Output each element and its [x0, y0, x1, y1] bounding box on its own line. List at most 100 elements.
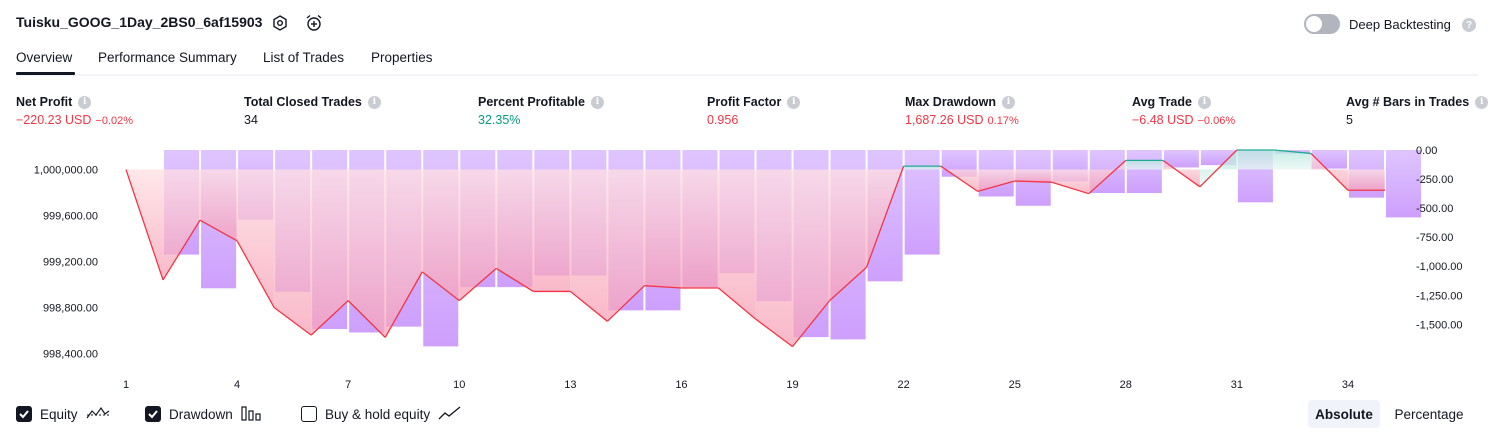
absolute-toggle-button[interactable]: Absolute: [1308, 400, 1380, 428]
info-icon[interactable]: i: [367, 95, 381, 109]
equity-point[interactable]: [1235, 148, 1239, 152]
tab-overview[interactable]: Overview: [16, 50, 73, 65]
metric-avg-trade-label: Avg Trade i: [1132, 95, 1211, 109]
equity-area-segment: [681, 169, 719, 288]
equity-point[interactable]: [938, 164, 942, 168]
equity-point[interactable]: [420, 270, 424, 274]
legend-equity-label: Equity: [40, 406, 78, 422]
strategy-title: Tuisku_GOOG_1Day_2BS0_6af15903: [16, 14, 263, 30]
equity-line-segment: [458, 267, 497, 302]
equity-point[interactable]: [1272, 148, 1276, 152]
equity-area-segment: [1347, 169, 1386, 191]
legend-equity[interactable]: Equity: [16, 404, 110, 424]
equity-line-icon: [86, 406, 110, 423]
equity-point[interactable]: [642, 283, 646, 287]
equity-area-segment: [274, 169, 312, 336]
info-icon[interactable]: i: [1197, 95, 1211, 109]
x-axis-tick-label: 7: [345, 379, 351, 391]
equity-area-segment: [422, 169, 460, 301]
metric-max-drawdown-label: Max Drawdown i: [905, 95, 1015, 109]
tab-list-of-trades[interactable]: List of Trades: [263, 50, 345, 65]
percentage-toggle-button[interactable]: Percentage: [1394, 406, 1464, 422]
equity-point[interactable]: [346, 298, 350, 302]
active-tab-indicator: [16, 72, 75, 75]
metric-avg-bars-label: Avg # Bars in Trades i: [1346, 95, 1489, 109]
equity-point[interactable]: [1013, 179, 1017, 183]
equity-area-segment: [163, 169, 201, 280]
equity-point[interactable]: [1383, 188, 1387, 192]
equity-line-segment: [606, 285, 645, 322]
equity-area-segment: [1125, 160, 1163, 170]
tab-properties[interactable]: Properties: [371, 50, 433, 65]
right-axis-tick-label: -1,500.00: [1416, 319, 1462, 331]
settings-gear-icon[interactable]: [271, 14, 289, 32]
equity-point[interactable]: [309, 333, 313, 337]
equity-area-segment: [829, 169, 867, 301]
equity-checkbox[interactable]: [16, 406, 32, 422]
drawdown-bar[interactable]: [1126, 150, 1162, 193]
equity-line-segment: [273, 306, 312, 336]
info-icon[interactable]: i: [787, 95, 801, 109]
legend-buy-hold[interactable]: Buy & hold equity: [301, 404, 462, 424]
info-icon[interactable]: i: [78, 95, 92, 109]
equity-line-segment: [865, 165, 905, 268]
legend-drawdown-label: Drawdown: [169, 406, 233, 422]
equity-point[interactable]: [975, 189, 979, 193]
equity-line-segment: [310, 300, 349, 336]
equity-point[interactable]: [790, 344, 794, 348]
right-axis-tick-label: -1,250.00: [1416, 290, 1462, 302]
equity-line-segment: [162, 219, 201, 281]
info-icon[interactable]: i: [590, 95, 604, 109]
x-axis-tick-label: 22: [898, 379, 910, 391]
equity-point[interactable]: [235, 239, 239, 243]
equity-point[interactable]: [716, 286, 720, 290]
equity-line-segment: [421, 271, 460, 302]
equity-area-segment: [718, 169, 756, 320]
legend-drawdown[interactable]: Drawdown: [145, 404, 263, 424]
equity-point[interactable]: [827, 298, 831, 302]
metric-profit-factor-label: Profit Factor i: [707, 95, 801, 109]
metric-percent-profitable-label: Percent Profitable i: [478, 95, 604, 109]
equity-point[interactable]: [383, 335, 387, 339]
buy-hold-checkbox[interactable]: [301, 406, 317, 422]
equity-point[interactable]: [494, 266, 498, 270]
equity-area-segment: [644, 169, 682, 288]
metric-net-profit-label: Net Profit i: [16, 95, 92, 109]
equity-point[interactable]: [161, 278, 165, 282]
equity-point[interactable]: [1161, 158, 1165, 162]
equity-drawdown-chart[interactable]: 1,000,000.00 999,600.00 999,200.00 998,800.…: [0, 140, 1494, 395]
info-icon[interactable]: i: [1002, 95, 1015, 109]
equity-point[interactable]: [1198, 185, 1202, 189]
alarm-add-icon[interactable]: [305, 14, 323, 32]
equity-point[interactable]: [1346, 188, 1350, 192]
question-mark-icon[interactable]: ?: [1462, 18, 1476, 32]
equity-area-segment: [1051, 169, 1089, 194]
tab-performance-summary[interactable]: Performance Summary: [98, 50, 237, 65]
x-axis-tick-label: 10: [453, 379, 465, 391]
equity-point[interactable]: [901, 164, 905, 168]
equity-point[interactable]: [568, 289, 572, 293]
equity-line-segment: [1199, 149, 1238, 188]
equity-point[interactable]: [679, 286, 683, 290]
equity-point[interactable]: [531, 289, 535, 293]
equity-point[interactable]: [753, 317, 757, 321]
drawdown-checkbox[interactable]: [145, 406, 161, 422]
equity-point[interactable]: [1309, 151, 1313, 155]
left-axis-tick-label: 998,800.00: [43, 303, 98, 315]
equity-point[interactable]: [1124, 158, 1128, 162]
equity-area-segment: [459, 169, 497, 301]
equity-point[interactable]: [864, 265, 868, 269]
drawdown-bar[interactable]: [1163, 150, 1199, 168]
equity-point[interactable]: [1087, 191, 1091, 195]
drawdown-bar[interactable]: [1386, 150, 1422, 218]
metric-total-closed-trades-value: 34: [244, 113, 258, 127]
equity-point[interactable]: [457, 298, 461, 302]
equity-point[interactable]: [1050, 180, 1054, 184]
equity-point[interactable]: [605, 319, 609, 323]
equity-point[interactable]: [198, 218, 202, 222]
equity-point[interactable]: [124, 167, 128, 171]
deep-backtesting-toggle[interactable]: [1304, 14, 1340, 34]
equity-point[interactable]: [272, 305, 276, 309]
metric-avg-bars-value: 5: [1346, 113, 1353, 127]
info-icon[interactable]: i: [1475, 95, 1489, 109]
